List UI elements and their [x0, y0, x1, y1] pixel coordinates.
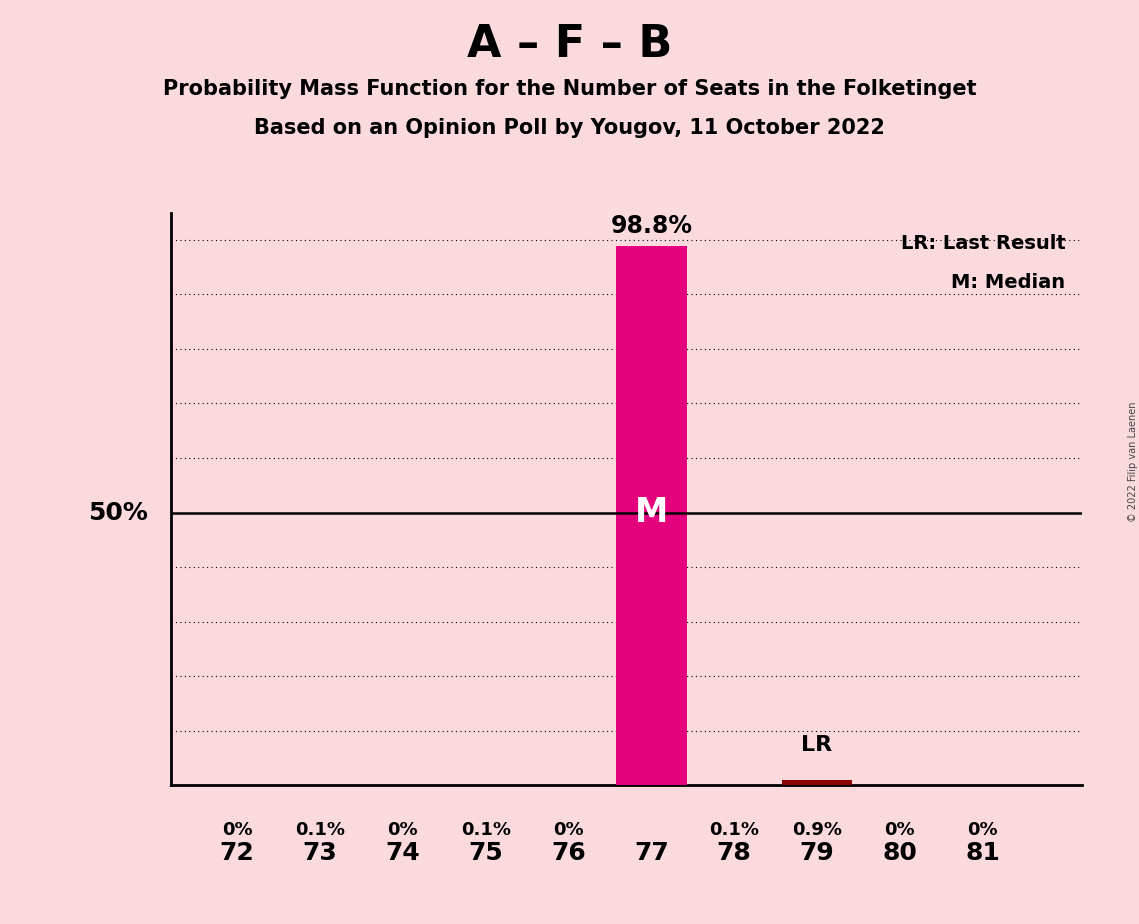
Bar	[781, 781, 852, 785]
Text: 0.1%: 0.1%	[710, 821, 759, 839]
Text: © 2022 Filip van Laenen: © 2022 Filip van Laenen	[1129, 402, 1138, 522]
Text: 0.9%: 0.9%	[792, 821, 842, 839]
Text: 0.1%: 0.1%	[460, 821, 510, 839]
Text: A – F – B: A – F – B	[467, 23, 672, 67]
Text: 98.8%: 98.8%	[611, 214, 693, 238]
Text: M: Median: M: Median	[951, 273, 1065, 292]
Text: 0%: 0%	[967, 821, 998, 839]
Text: LR: LR	[802, 736, 833, 756]
Text: 50%: 50%	[88, 501, 148, 525]
Text: Probability Mass Function for the Number of Seats in the Folketinget: Probability Mass Function for the Number…	[163, 79, 976, 99]
Text: 0.1%: 0.1%	[295, 821, 345, 839]
Text: 0%: 0%	[387, 821, 418, 839]
Text: M: M	[634, 496, 667, 529]
Text: 0%: 0%	[885, 821, 915, 839]
Text: Based on an Opinion Poll by Yougov, 11 October 2022: Based on an Opinion Poll by Yougov, 11 O…	[254, 118, 885, 139]
Bar	[616, 247, 687, 785]
Text: 0%: 0%	[554, 821, 584, 839]
Text: 0%: 0%	[222, 821, 253, 839]
Text: LR: Last Result: LR: Last Result	[901, 235, 1065, 253]
